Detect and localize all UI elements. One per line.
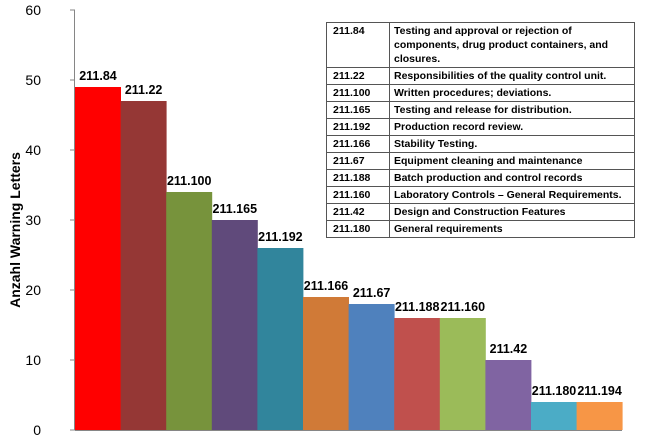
legend-code: 211.180 (326, 220, 390, 238)
legend-code: 211.84 (326, 22, 390, 68)
bar-211-67 (348, 304, 395, 430)
bar-211-165 (211, 220, 258, 430)
legend-code: 211.22 (326, 67, 390, 85)
legend-row: 211.67 Equipment cleaning and maintenance (326, 152, 635, 170)
y-tick-label: 40 (25, 142, 41, 158)
bar-211-42 (485, 360, 532, 430)
legend-row: 211.165 Testing and release for distribut… (326, 101, 635, 119)
bar-211-100 (166, 192, 213, 430)
legend-description: General requirements (389, 220, 635, 238)
bar-211-84 (75, 87, 121, 430)
bar-label-211-188: 211.188 (395, 300, 440, 314)
legend-code: 211.67 (326, 152, 390, 170)
legend-description: Written procedures; deviations. (389, 84, 635, 102)
legend-row: 211.42 Design and Construction Features (326, 203, 635, 221)
bar-label-211-84: 211.84 (79, 69, 117, 83)
bar-211-180 (531, 402, 577, 430)
legend-row: 211.180 General requirements (326, 220, 635, 238)
bar-label-211-42: 211.42 (490, 342, 528, 356)
y-tick-label: 30 (25, 212, 41, 228)
legend-description: Laboratory Controls – General Requiremen… (389, 186, 635, 204)
bar-label-211-165: 211.165 (213, 202, 258, 216)
bar-label-211-180: 211.180 (532, 384, 577, 398)
legend-description: Batch production and control records (389, 169, 635, 187)
bar-label-211-166: 211.166 (304, 279, 349, 293)
bar-label-211-194: 211.194 (577, 384, 622, 398)
y-tick-label: 60 (25, 2, 41, 18)
bar-211-166 (303, 297, 349, 430)
y-axis-label: Anzahl Warning Letters (7, 152, 23, 308)
legend-table: 211.84 Testing and approval or rejection … (326, 22, 635, 238)
legend-description: Design and Construction Features (389, 203, 635, 221)
bars (75, 87, 623, 430)
legend-row: 211.166 Stability Testing. (326, 135, 635, 153)
y-axis: 0 10 20 30 40 50 60 (25, 2, 75, 438)
y-tick-label: 10 (25, 352, 41, 368)
legend-code: 211.188 (326, 169, 390, 187)
legend-row: 211.84 Testing and approval or rejection … (326, 22, 635, 68)
bar-211-188 (394, 318, 441, 430)
legend-description: Equipment cleaning and maintenance (389, 152, 635, 170)
y-tick-label: 50 (25, 72, 41, 88)
legend-description: Testing and release for distribution. (389, 101, 635, 119)
legend-code: 211.166 (326, 135, 390, 153)
legend-description: Testing and approval or rejection of com… (389, 22, 635, 68)
legend-row: 211.160 Laboratory Controls – General Req… (326, 186, 635, 204)
bar-label-211-100: 211.100 (167, 174, 212, 188)
y-tick-label: 20 (25, 282, 41, 298)
legend-code: 211.160 (326, 186, 390, 204)
bar-211-192 (257, 248, 304, 430)
legend-description: Production record review. (389, 118, 635, 136)
legend-row: 211.22 Responsibilities of the quality co… (326, 67, 635, 85)
legend-description: Stability Testing. (389, 135, 635, 153)
legend-code: 211.42 (326, 203, 390, 221)
legend-code: 211.165 (326, 101, 390, 119)
bar-211-160 (439, 318, 486, 430)
legend-row: 211.100 Written procedures; deviations. (326, 84, 635, 102)
legend-row: 211.188 Batch production and control reco… (326, 169, 635, 187)
legend-row: 211.192 Production record review. (326, 118, 635, 136)
bar-label-211-67: 211.67 (353, 286, 391, 300)
legend-code: 211.192 (326, 118, 390, 136)
y-tick-label: 0 (33, 422, 41, 438)
bar-labels: 211.84211.22211.100211.165211.192211.166… (79, 69, 622, 398)
bar-label-211-22: 211.22 (125, 83, 163, 97)
legend-description: Responsibilities of the quality control … (389, 67, 635, 85)
bar-211-194 (576, 402, 623, 430)
bar-211-22 (120, 101, 167, 430)
bar-label-211-192: 211.192 (258, 230, 303, 244)
legend-code: 211.100 (326, 84, 390, 102)
bar-label-211-160: 211.160 (441, 300, 486, 314)
